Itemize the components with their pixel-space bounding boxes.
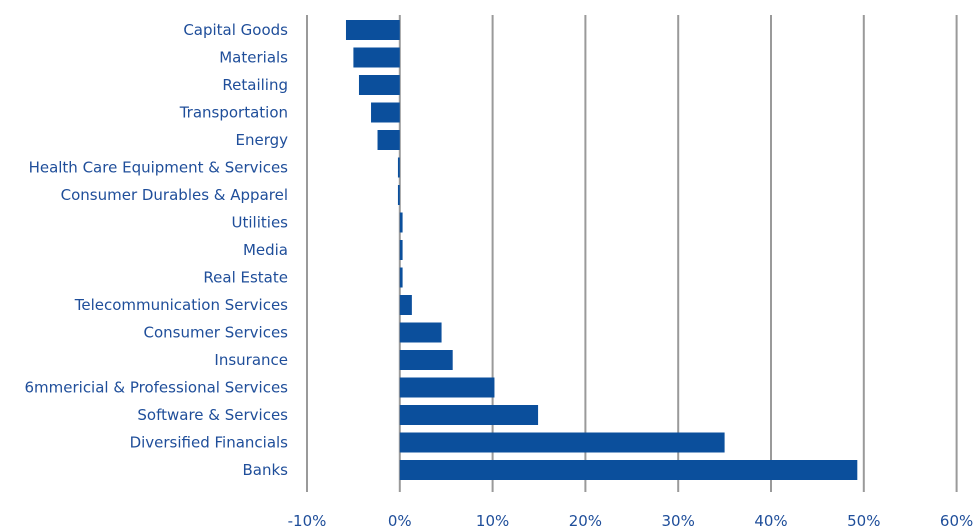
x-tick-label: 50% xyxy=(847,512,880,530)
bar xyxy=(399,377,495,398)
bar xyxy=(399,267,403,288)
category-label: Health Care Equipment & Services xyxy=(29,159,289,177)
x-tick-label: 60% xyxy=(940,512,973,530)
bar xyxy=(345,20,400,40)
bar-layer xyxy=(345,20,858,480)
category-label: Transportation xyxy=(179,104,288,122)
category-label: Banks xyxy=(243,461,289,479)
category-label: Retailing xyxy=(222,76,288,94)
bar xyxy=(397,157,400,178)
category-label: Media xyxy=(243,241,288,259)
x-tick-label: 20% xyxy=(569,512,602,530)
x-tick-label: 30% xyxy=(662,512,695,530)
category-label: Consumer Durables & Apparel xyxy=(61,186,288,204)
bar xyxy=(377,130,400,150)
x-tick-label: 40% xyxy=(754,512,787,530)
bar xyxy=(399,460,858,480)
bar xyxy=(371,102,400,123)
bar xyxy=(399,295,412,315)
category-label: Consumer Services xyxy=(143,324,288,342)
bar xyxy=(358,75,400,95)
bar xyxy=(399,350,453,370)
category-label: Insurance xyxy=(214,351,288,369)
bar xyxy=(399,322,442,343)
bar xyxy=(353,47,400,68)
category-label: Diversified Financials xyxy=(130,434,289,452)
category-label: Materials xyxy=(219,49,288,67)
category-label: Capital Goods xyxy=(183,21,288,39)
category-label: Energy xyxy=(235,131,288,149)
x-tick-label: 10% xyxy=(476,512,509,530)
category-label: Telecommunication Services xyxy=(74,296,288,314)
category-label: 6mmericial & Professional Services xyxy=(24,379,288,397)
x-tick-label: -10% xyxy=(288,512,327,530)
x-tick-label: 0% xyxy=(388,512,412,530)
category-label-layer: Capital Goods Materials Retailing Transport… xyxy=(24,21,288,479)
bar xyxy=(397,185,400,205)
bar xyxy=(399,240,403,260)
category-label: Real Estate xyxy=(203,269,288,287)
bar xyxy=(399,432,725,453)
x-tick-layer: -10% 0% 10% 20% 30% 40% 50% 60% xyxy=(288,512,974,530)
bar xyxy=(399,212,403,233)
bar xyxy=(399,405,539,425)
category-label: Software & Services xyxy=(137,406,288,424)
category-label: Utilities xyxy=(232,214,289,232)
